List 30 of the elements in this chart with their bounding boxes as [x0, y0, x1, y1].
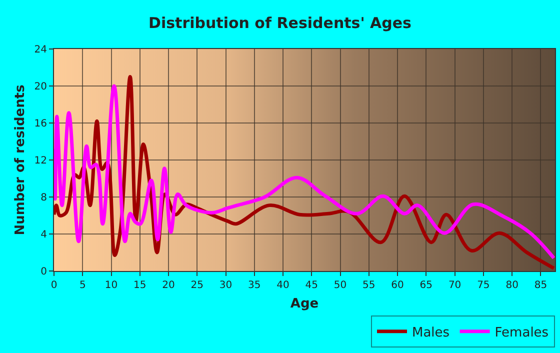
x-tick-label: 25	[190, 280, 204, 291]
x-tick-label: 15	[134, 280, 146, 291]
x-tick-label: 50	[334, 280, 347, 291]
y-tick-label: 24	[34, 44, 47, 56]
x-tick-label: 0	[50, 280, 58, 291]
x-tick-label: 65	[420, 280, 433, 291]
y-tick-label: 0	[40, 266, 47, 278]
y-tick-label: 20	[34, 82, 47, 92]
x-tick-label: 5	[79, 280, 86, 291]
chart-title: Distribution of Residents' Ages	[148, 14, 412, 32]
y-tick-label: 12	[34, 156, 47, 166]
x-tick-label: 35	[248, 280, 261, 291]
x-tick-label: 80	[506, 280, 518, 291]
y-tick-label: 8	[40, 192, 47, 204]
y-axis-title: Number of residents	[13, 84, 28, 236]
legend-label: Females	[494, 325, 549, 340]
x-tick-label: 70	[448, 280, 462, 291]
legend-label: Males	[412, 325, 450, 340]
x-axis-title: Age	[290, 296, 319, 312]
x-tick-label: 20	[162, 280, 175, 291]
x-tick-label: 75	[477, 280, 490, 291]
x-tick-label: 40	[276, 280, 290, 291]
x-tick-label: 55	[362, 280, 376, 291]
y-tick-label: 16	[34, 118, 47, 130]
x-tick-label: 45	[305, 280, 318, 291]
x-tick-label: 85	[534, 280, 548, 291]
y-tick-label: 4	[40, 230, 47, 240]
x-tick-label: 60	[391, 280, 404, 291]
x-tick-label: 30	[219, 280, 232, 291]
x-tick-label: 10	[104, 280, 118, 291]
